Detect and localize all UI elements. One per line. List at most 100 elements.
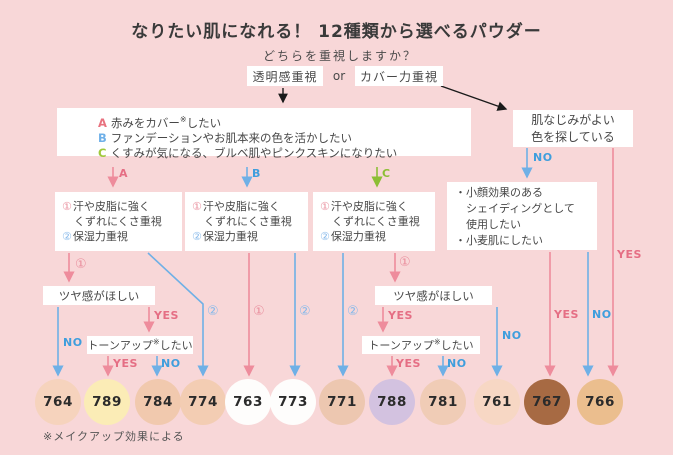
priority-line-3: ②保湿力重視 xyxy=(62,229,182,244)
option-a-key: A xyxy=(98,115,107,130)
edge-label-circled-2: ② xyxy=(299,304,311,319)
edge-label-no: NO xyxy=(502,329,522,342)
tone-up-text-end: したい xyxy=(159,339,193,352)
edge-label-yes: YES xyxy=(113,357,138,370)
powder-number: 764 xyxy=(43,394,73,410)
option-a-text-end: したい xyxy=(186,115,222,130)
edge-label-yes: YES xyxy=(396,357,421,370)
circled-2-icon: ② xyxy=(62,230,72,243)
glow-question-label: ツヤ感がほしい xyxy=(393,288,474,303)
powder-swatch-767: 767 xyxy=(524,379,570,425)
priority-text-2: くずれにくさ重視 xyxy=(74,215,162,228)
edge-label-yes: YES xyxy=(388,309,413,322)
glow-question-box-left: ツヤ感がほしい xyxy=(43,286,155,305)
priority-line-1: ①汗や皮脂に強く xyxy=(62,199,182,214)
powder-number: 767 xyxy=(532,394,562,410)
priority-text-3: 保湿力重視 xyxy=(330,230,386,243)
powder-swatch-774: 774 xyxy=(180,379,226,425)
choice-coverage-label: カバー力重視 xyxy=(359,69,438,84)
edge-label-a: A xyxy=(119,167,129,180)
tone-up-text: トーンアップ xyxy=(87,339,153,352)
powder-swatch-761: 761 xyxy=(474,379,520,425)
shading-line-2: シェイディングとして xyxy=(455,202,575,215)
top-question: どちらを重視しますか？ xyxy=(262,49,417,63)
or-text: or xyxy=(332,69,346,83)
edge-label-c: C xyxy=(382,167,391,180)
priority-text-3: 保湿力重視 xyxy=(202,230,258,243)
tone-up-text-end: したい xyxy=(440,339,474,352)
powder-swatch-773: 773 xyxy=(270,379,316,425)
tone-up-asterisk: ※ xyxy=(433,337,441,347)
edge-label-circled-1: ① xyxy=(399,255,411,270)
powder-number: 763 xyxy=(233,394,263,410)
skin-match-line-2: 色を探している xyxy=(531,130,615,144)
edge-label-no: NO xyxy=(447,357,467,370)
edge-label-circled-1: ① xyxy=(75,257,87,272)
priority-box-c: ①汗や皮脂に強く くずれにくさ重視 ②保湿力重視 xyxy=(313,192,435,251)
powder-swatch-766: 766 xyxy=(577,379,623,425)
priority-line-3: ②保湿力重視 xyxy=(192,229,308,244)
abc-options-box: A 赤みをカバー※したい B ファンデーションやお肌本来の色を活かしたい C くすみが… xyxy=(57,108,471,160)
powder-number: 761 xyxy=(482,394,512,410)
priority-line-1: ①汗や皮脂に強く xyxy=(320,199,435,214)
glow-question-box-right: ツヤ感がほしい xyxy=(375,286,492,305)
circled-1-icon: ① xyxy=(62,200,72,213)
priority-box-b: ①汗や皮脂に強く くずれにくさ重視 ②保湿力重視 xyxy=(185,192,308,251)
shading-line-1: ・小顔効果のある xyxy=(455,186,543,199)
edge-label-yes: YES xyxy=(554,308,579,321)
option-c-key: C xyxy=(98,145,107,160)
skin-match-line-1: 肌なじみがよい xyxy=(531,113,615,127)
powder-number: 773 xyxy=(278,394,308,410)
shading-use-box: ・小顔効果のある シェイディングとして 使用したい ・小麦肌にしたい xyxy=(447,182,597,250)
edge-label-no: NO xyxy=(63,336,83,349)
edge-label-no: NO xyxy=(533,151,553,164)
choice-coverage-box: カバー力重視 xyxy=(355,66,443,86)
edge-label-circled-1: ① xyxy=(253,304,265,319)
edge-label-no: NO xyxy=(161,357,181,370)
powder-number: 766 xyxy=(585,394,615,410)
powder-number: 771 xyxy=(327,394,357,410)
powder-swatch-763: 763 xyxy=(225,379,271,425)
tone-up-box-right: トーンアップ※したい xyxy=(362,336,480,354)
option-a-asterisk: ※ xyxy=(179,115,187,124)
powder-number: 788 xyxy=(377,394,407,410)
option-b-key: B xyxy=(98,130,107,145)
option-a: A 赤みをカバー※したい xyxy=(98,112,471,131)
powder-number: 774 xyxy=(188,394,218,410)
powder-number: 784 xyxy=(143,394,173,410)
footnote: ※メイクアップ効果による xyxy=(43,430,185,443)
tone-up-label: トーンアップ※したい xyxy=(87,337,192,353)
powder-swatch-771: 771 xyxy=(319,379,365,425)
option-b-text: ファンデーションやお肌本来の色を活かしたい xyxy=(110,130,353,145)
powder-swatch-764: 764 xyxy=(35,379,81,425)
priority-text-3: 保湿力重視 xyxy=(72,230,128,243)
circled-2-icon: ② xyxy=(192,230,202,243)
shading-line-4: ・小麦肌にしたい xyxy=(455,234,543,247)
priority-box-a: ①汗や皮脂に強く くずれにくさ重視 ②保湿力重視 xyxy=(55,192,182,251)
choice-transparency-box: 透明感重視 xyxy=(247,66,323,86)
page-title: なりたい肌になれる！ 12種類から選べるパウダー xyxy=(131,22,542,42)
priority-text-2: くずれにくさ重視 xyxy=(204,215,292,228)
shading-line-3: 使用したい xyxy=(455,218,521,231)
edge-label-b: B xyxy=(252,167,261,180)
circled-2-icon: ② xyxy=(320,230,330,243)
choice-transparency-label: 透明感重視 xyxy=(252,69,318,84)
powder-swatch-789: 789 xyxy=(84,379,130,425)
glow-question-label: ツヤ感がほしい xyxy=(58,288,140,303)
priority-line-3: ②保湿力重視 xyxy=(320,229,435,244)
tone-up-label: トーンアップ※したい xyxy=(368,337,473,353)
powder-swatch-784: 784 xyxy=(135,379,181,425)
option-a-text: 赤みをカバー xyxy=(110,115,180,130)
option-c-text: くすみが気になる、ブルベ肌やピンクスキンになりたい xyxy=(110,145,398,160)
edge-label-yes: YES xyxy=(617,248,642,261)
edge-label-no: NO xyxy=(592,308,612,321)
powder-number: 789 xyxy=(92,394,122,410)
priority-text-1: 汗や皮脂に強く xyxy=(330,200,408,213)
powder-number: 781 xyxy=(428,394,458,410)
edge-label-yes: YES xyxy=(154,309,179,322)
circled-1-icon: ① xyxy=(320,200,330,213)
tone-up-asterisk: ※ xyxy=(152,337,160,347)
priority-text-1: 汗や皮脂に強く xyxy=(202,200,280,213)
